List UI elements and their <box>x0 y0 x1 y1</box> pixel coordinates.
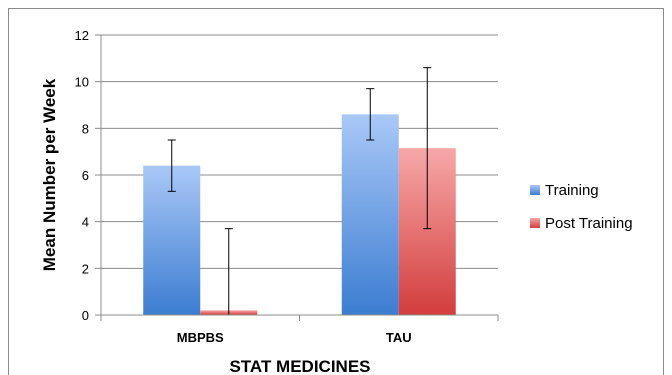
axes: 0 2 4 6 8 10 12 MBPBS TAU <box>75 28 499 345</box>
y-tick-label: 6 <box>82 168 89 183</box>
chart-frame <box>8 8 664 375</box>
legend-label-training: Training <box>545 182 599 199</box>
y-axis-title: Mean Number per Week <box>40 78 59 271</box>
x-category-label: TAU <box>386 330 412 345</box>
legend-swatch-post-training <box>530 218 540 228</box>
bars <box>143 114 456 315</box>
y-tick-label: 10 <box>75 75 89 90</box>
x-axis-title: STAT MEDICINES <box>229 357 370 375</box>
y-tick-label: 12 <box>75 28 89 43</box>
legend-label-post-training: Post Training <box>545 215 633 232</box>
y-tick-label: 2 <box>82 261 89 276</box>
legend-swatch-training <box>530 185 540 195</box>
bar-training-tau <box>341 114 399 315</box>
y-tick-label: 4 <box>82 215 89 230</box>
y-tick-label: 8 <box>82 121 89 136</box>
y-tick-label: 0 <box>82 308 89 323</box>
x-category-label: MBPBS <box>177 330 224 345</box>
legend: Training Post Training <box>530 182 633 232</box>
